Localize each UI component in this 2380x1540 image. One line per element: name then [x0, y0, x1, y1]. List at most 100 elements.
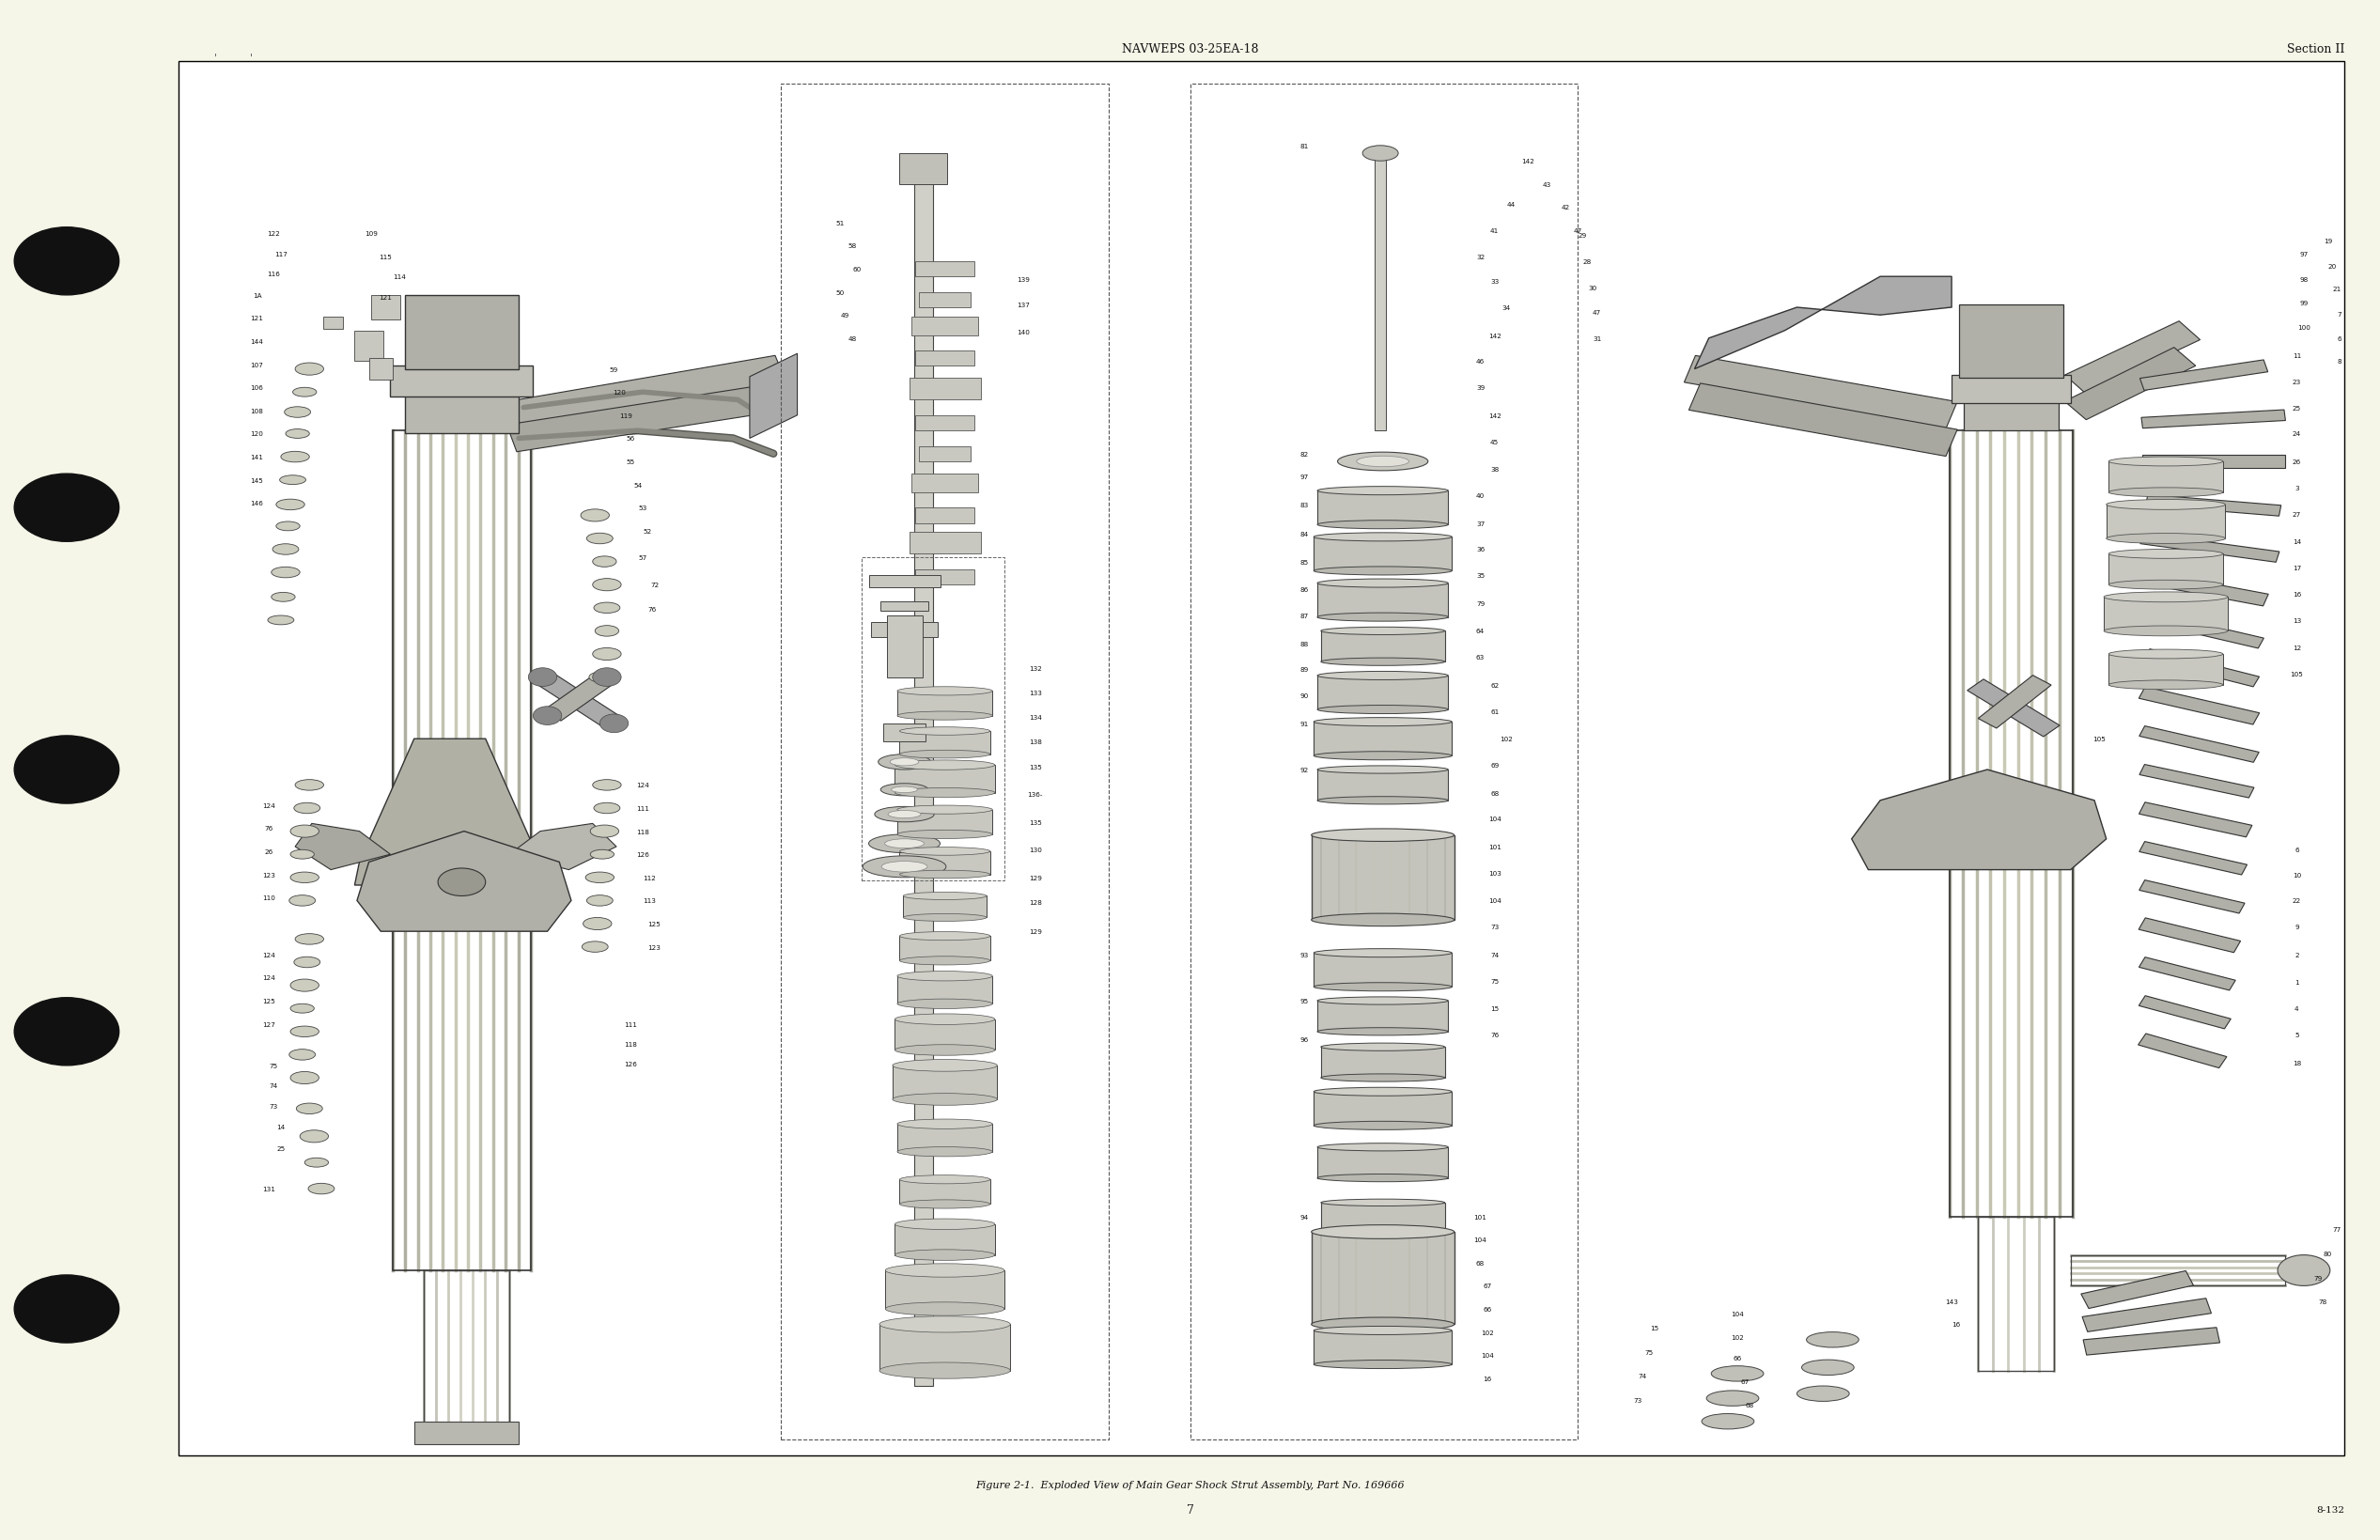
Text: 42: 42 — [1561, 205, 1571, 211]
Text: 102: 102 — [1499, 736, 1514, 742]
Text: 115: 115 — [378, 254, 393, 260]
Ellipse shape — [1321, 628, 1445, 636]
Text: 62: 62 — [1490, 682, 1499, 688]
Text: ': ' — [214, 54, 217, 63]
Text: 75: 75 — [1490, 978, 1499, 984]
Bar — [2106, 505, 2225, 539]
Text: 113: 113 — [643, 898, 657, 904]
Text: 84: 84 — [1299, 531, 1309, 537]
Ellipse shape — [1319, 765, 1447, 773]
Bar — [355, 331, 383, 362]
Text: 76: 76 — [1490, 1032, 1499, 1038]
Ellipse shape — [892, 1060, 997, 1072]
Text: 21: 21 — [2332, 286, 2342, 293]
Ellipse shape — [897, 999, 992, 1009]
Text: 142: 142 — [1521, 159, 1535, 165]
Polygon shape — [357, 832, 571, 932]
Text: 121: 121 — [378, 294, 393, 300]
Ellipse shape — [1802, 1360, 1854, 1375]
Ellipse shape — [900, 1175, 990, 1184]
Text: 91: 91 — [1299, 721, 1309, 727]
Text: 72: 72 — [650, 582, 659, 588]
Text: 80: 80 — [2323, 1250, 2332, 1257]
Text: 124: 124 — [262, 802, 276, 808]
Ellipse shape — [276, 499, 305, 510]
Text: 59: 59 — [609, 367, 619, 373]
Ellipse shape — [295, 779, 324, 792]
Ellipse shape — [290, 979, 319, 992]
Text: 14: 14 — [276, 1124, 286, 1130]
Ellipse shape — [1319, 1173, 1447, 1183]
Ellipse shape — [1314, 1087, 1452, 1096]
Text: 10: 10 — [2292, 872, 2301, 878]
Polygon shape — [1852, 770, 2106, 870]
Text: 15: 15 — [1649, 1324, 1659, 1331]
Ellipse shape — [1314, 1360, 1452, 1369]
Ellipse shape — [581, 510, 609, 522]
Bar — [897, 976, 992, 1004]
Text: 82: 82 — [1299, 451, 1309, 457]
Text: 66: 66 — [1483, 1306, 1492, 1312]
Text: 123: 123 — [262, 872, 276, 878]
Text: 117: 117 — [274, 251, 288, 257]
Bar — [405, 396, 519, 434]
Bar — [904, 896, 985, 918]
Ellipse shape — [271, 567, 300, 578]
Bar — [1319, 1147, 1447, 1178]
Polygon shape — [2063, 348, 2197, 420]
Ellipse shape — [295, 956, 319, 969]
Text: 86: 86 — [1299, 587, 1309, 593]
Bar — [1314, 722, 1452, 756]
Polygon shape — [2140, 842, 2247, 875]
Text: 11: 11 — [2292, 353, 2301, 359]
Text: 46: 46 — [1476, 359, 1485, 365]
Bar — [883, 724, 926, 742]
Bar — [895, 765, 995, 793]
Text: 136-: 136- — [1028, 792, 1042, 798]
Bar — [895, 1224, 995, 1255]
Text: ': ' — [250, 54, 252, 63]
Polygon shape — [2140, 727, 2259, 762]
Text: 45: 45 — [1490, 439, 1499, 445]
Ellipse shape — [1314, 567, 1452, 576]
Text: 124: 124 — [262, 952, 276, 958]
Polygon shape — [2066, 322, 2199, 394]
Ellipse shape — [286, 430, 309, 439]
Ellipse shape — [1314, 752, 1452, 761]
Text: Figure 2-1.  Exploded View of Main Gear Shock Strut Assembly, Part No. 169666: Figure 2-1. Exploded View of Main Gear S… — [976, 1480, 1404, 1489]
Text: 8: 8 — [2337, 359, 2342, 365]
Polygon shape — [2144, 650, 2259, 687]
Text: 68: 68 — [1476, 1260, 1485, 1266]
Ellipse shape — [895, 761, 995, 770]
Polygon shape — [2140, 571, 2268, 607]
Bar — [1311, 835, 1454, 919]
Text: NAVWEPS 03-25EA-18: NAVWEPS 03-25EA-18 — [1121, 43, 1259, 55]
Text: 61: 61 — [1490, 708, 1499, 715]
Bar — [369, 359, 393, 380]
Ellipse shape — [881, 1363, 1009, 1378]
Text: 85: 85 — [1299, 559, 1309, 565]
Ellipse shape — [1806, 1332, 1859, 1348]
Text: 103: 103 — [1488, 870, 1502, 876]
Bar — [1963, 400, 2059, 431]
Text: 105: 105 — [2290, 671, 2304, 678]
Text: 109: 109 — [364, 231, 378, 237]
Text: 125: 125 — [262, 998, 276, 1004]
Ellipse shape — [2106, 534, 2225, 544]
Text: 97: 97 — [1299, 474, 1309, 480]
Text: 13: 13 — [2292, 618, 2301, 624]
Polygon shape — [533, 671, 624, 730]
Bar — [1321, 631, 1445, 662]
Polygon shape — [507, 383, 785, 453]
Circle shape — [533, 707, 562, 725]
Text: 81: 81 — [1299, 143, 1309, 149]
Text: 94: 94 — [1299, 1214, 1309, 1220]
Text: 12: 12 — [2292, 645, 2301, 651]
Bar — [881, 1324, 1009, 1371]
Ellipse shape — [897, 1147, 992, 1157]
Text: 74: 74 — [269, 1083, 278, 1089]
Text: 52: 52 — [643, 528, 652, 534]
Bar — [895, 1019, 995, 1050]
Ellipse shape — [278, 476, 305, 485]
Bar — [1314, 953, 1452, 987]
